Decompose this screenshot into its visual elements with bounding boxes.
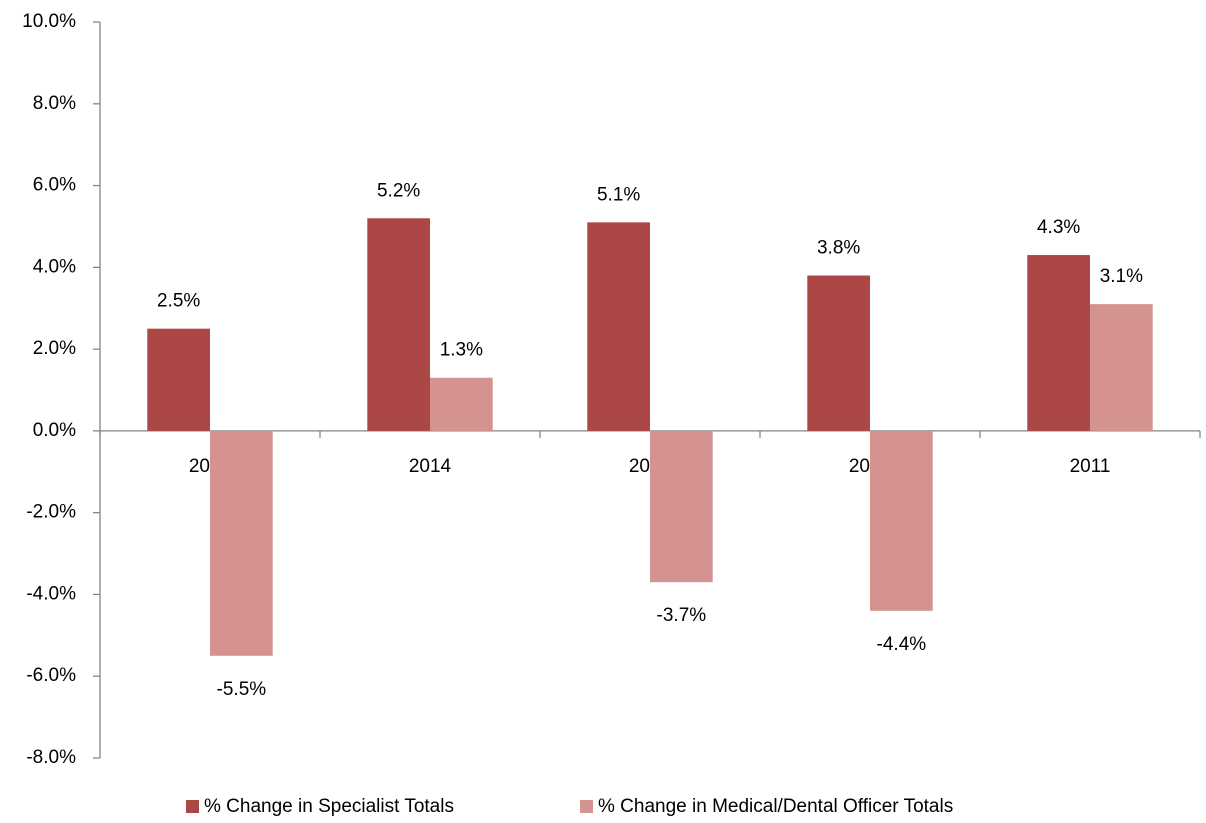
value-label: 2.5% — [157, 291, 200, 312]
bar — [650, 430, 713, 583]
value-label: -5.5% — [217, 679, 267, 700]
y-tick-label: -8.0% — [26, 747, 76, 768]
x-tick-label: 2011 — [1070, 456, 1111, 477]
y-tick-label: 2.0% — [33, 338, 76, 359]
value-label: 3.8% — [817, 238, 860, 259]
value-label: 3.1% — [1100, 266, 1143, 287]
value-label: -4.4% — [877, 634, 927, 655]
y-tick-label: 0.0% — [33, 420, 76, 441]
legend-swatch — [580, 800, 593, 813]
legend-label: % Change in Specialist Totals — [204, 796, 454, 817]
bar — [367, 218, 430, 431]
bar — [210, 430, 273, 656]
y-tick-label: -4.0% — [26, 583, 76, 604]
bar — [587, 222, 650, 431]
legend-label: % Change in Medical/Dental Officer Total… — [598, 796, 953, 817]
legend-swatch — [186, 800, 199, 813]
bar — [430, 377, 493, 431]
value-label: 4.3% — [1037, 217, 1080, 238]
bar — [147, 328, 210, 431]
value-label: 5.2% — [377, 180, 420, 201]
x-tick-label: 2014 — [409, 456, 452, 477]
y-tick-label: 4.0% — [33, 256, 76, 277]
y-tick-label: -6.0% — [26, 665, 76, 686]
y-tick-label: 8.0% — [33, 93, 76, 114]
y-tick-label: 6.0% — [33, 175, 76, 196]
value-label: 5.1% — [597, 184, 640, 205]
y-tick-label: 10.0% — [22, 11, 76, 32]
value-label: 1.3% — [440, 340, 483, 361]
bar — [807, 275, 870, 431]
bar — [1090, 304, 1153, 431]
y-tick-label: -2.0% — [26, 502, 76, 523]
bar — [1027, 255, 1090, 431]
value-label: -3.7% — [657, 605, 707, 626]
bar — [870, 430, 933, 611]
